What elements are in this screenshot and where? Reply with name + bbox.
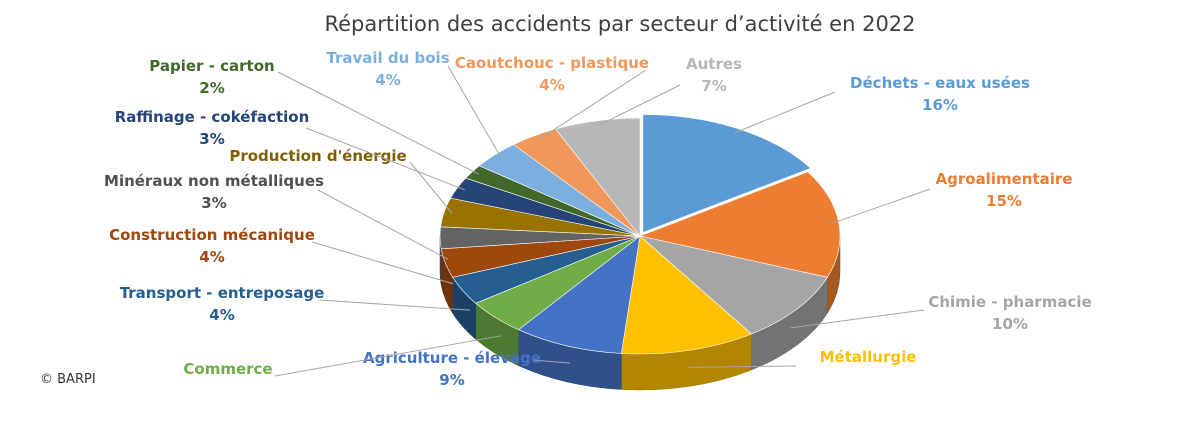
slice-label-9: Production d'énergie (229, 147, 406, 165)
slice-label-7: Construction mécanique (109, 226, 315, 244)
slice-value-10: 3% (199, 130, 224, 148)
copyright-notice: © BARPI (40, 372, 96, 387)
leader-line-1 (830, 188, 931, 225)
leader-line-4 (532, 359, 571, 364)
pie-labels: Déchets - eaux usées 16% Agroalimentaire 15… (104, 49, 1092, 389)
slice-value-7: 4% (199, 248, 224, 266)
slice-value-11: 2% (199, 79, 224, 97)
slice-value-14: 7% (701, 77, 726, 95)
slice-value-12: 4% (375, 71, 400, 89)
slice-label-3: Métallurgie (820, 348, 917, 366)
chart-title: Répartition des accidents par secteur d’… (324, 12, 916, 36)
slice-label-13: Caoutchouc - plastique (455, 54, 649, 72)
slice-value-1: 15% (986, 192, 1022, 210)
slice-label-14: Autres (686, 55, 742, 73)
pie-slice-0 (642, 114, 812, 233)
leader-line-7 (311, 241, 454, 285)
leader-line-9 (409, 161, 453, 214)
slice-label-0: Déchets - eaux usées (850, 74, 1030, 92)
pie-slices (439, 114, 841, 355)
slice-label-11: Papier - carton (149, 57, 274, 75)
leader-line-14 (598, 84, 681, 126)
slice-value-13: 4% (539, 76, 564, 94)
slice-value-8: 3% (201, 194, 226, 212)
pie-slice-3 (621, 235, 753, 355)
slice-label-12: Travail du bois (326, 49, 449, 67)
leader-line-8 (317, 189, 449, 260)
slice-label-1: Agroalimentaire (936, 170, 1073, 188)
slice-value-0: 16% (922, 96, 958, 114)
leader-line-5 (274, 335, 502, 377)
leader-line-6 (319, 299, 470, 311)
slice-label-8: Minéraux non métalliques (104, 172, 324, 190)
leader-line-13 (537, 69, 647, 141)
slice-label-6: Transport - entreposage (120, 284, 325, 302)
leader-line-10 (305, 127, 465, 191)
slice-value-6: 4% (209, 306, 234, 324)
pie-slice-1 (638, 171, 841, 278)
slice-label-4: Agriculture - élevage (363, 349, 541, 367)
leader-line-11 (277, 71, 480, 175)
leader-line-3 (687, 365, 797, 368)
pie-slice-2 (639, 235, 828, 335)
slice-label-10: Raffinage - cokéfaction (115, 108, 310, 126)
slice-value-2: 10% (992, 315, 1028, 333)
leader-line-12 (447, 65, 502, 159)
slice-value-4: 9% (439, 371, 464, 389)
leader-line-2 (790, 309, 925, 329)
pie-slice-4 (517, 235, 641, 354)
slice-label-2: Chimie - pharmacie (928, 293, 1091, 311)
leader-line-0 (734, 91, 836, 134)
slice-label-5: Commerce (183, 360, 272, 378)
